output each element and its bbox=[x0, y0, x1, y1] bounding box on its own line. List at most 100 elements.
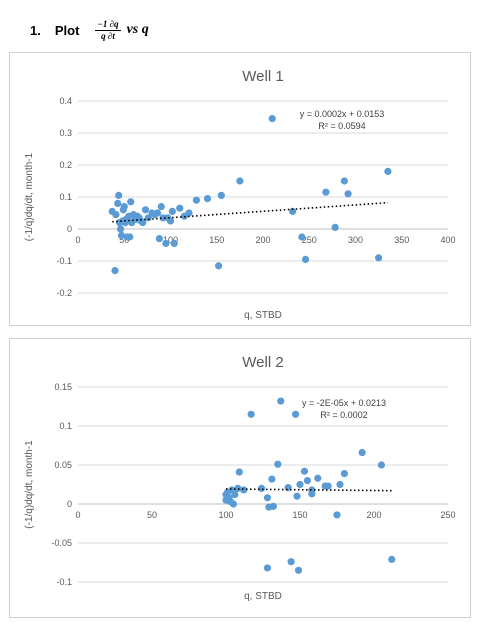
question-instruction: Plot bbox=[54, 22, 80, 38]
y-axis-title: (-1/q)dq/dt, month-1 bbox=[24, 440, 35, 529]
data-point bbox=[298, 233, 306, 241]
data-point bbox=[162, 239, 170, 247]
x-tick-label: 300 bbox=[348, 235, 363, 245]
x-tick-label: 50 bbox=[147, 510, 157, 520]
chart-title: Well 1 bbox=[242, 68, 283, 85]
data-point bbox=[375, 254, 383, 262]
x-tick-label: 150 bbox=[209, 235, 224, 245]
data-point bbox=[388, 555, 396, 563]
y-tick-label: -0.2 bbox=[56, 288, 72, 298]
data-point bbox=[231, 491, 239, 499]
y-tick-label: 0.2 bbox=[59, 160, 72, 170]
question-number: 1. bbox=[30, 22, 41, 38]
x-tick-label: 250 bbox=[440, 510, 455, 520]
data-point bbox=[236, 177, 244, 185]
data-point bbox=[170, 239, 178, 247]
well-1-chart: Well 1 -0.2 -0.1 0 0.1 0.2 0.3 0.4 0 50 100 150 200 2… bbox=[9, 52, 471, 326]
x-tick-label: 100 bbox=[163, 235, 178, 245]
fraction-denominator: q ∂t bbox=[101, 30, 115, 41]
data-point bbox=[314, 474, 322, 482]
data-point bbox=[157, 203, 165, 211]
data-point bbox=[268, 475, 276, 483]
data-point bbox=[269, 502, 277, 510]
data-point bbox=[139, 219, 147, 227]
well-2-chart: Well 2 -0.1 -0.05 0 0.05 0.1 0.15 0 50 100 150 200 2… bbox=[9, 338, 471, 618]
x-tick-label: 200 bbox=[255, 235, 270, 245]
data-point bbox=[203, 195, 212, 203]
data-point bbox=[229, 500, 237, 508]
data-point bbox=[377, 461, 385, 469]
y-tick-label: 0.1 bbox=[59, 421, 72, 431]
y-tick-label: 0.4 bbox=[59, 96, 72, 106]
x-tick-label: 150 bbox=[292, 510, 307, 520]
data-point bbox=[344, 190, 352, 198]
data-point bbox=[384, 167, 392, 175]
decline-rate-fraction: −1 ∂q q ∂t bbox=[95, 18, 121, 42]
data-point bbox=[294, 566, 303, 574]
data-point bbox=[127, 198, 135, 206]
data-point bbox=[217, 191, 225, 199]
data-point bbox=[289, 207, 297, 215]
x-tick-label: 0 bbox=[75, 510, 80, 520]
data-point bbox=[141, 206, 150, 214]
data-point bbox=[234, 484, 242, 492]
data-point bbox=[296, 480, 304, 489]
data-point bbox=[340, 177, 348, 185]
data-point bbox=[166, 217, 175, 225]
data-point bbox=[168, 207, 176, 215]
data-point bbox=[120, 203, 128, 211]
data-point bbox=[274, 460, 282, 468]
data-point bbox=[117, 231, 126, 239]
data-point bbox=[300, 467, 309, 475]
data-point bbox=[322, 188, 330, 196]
data-point bbox=[192, 196, 200, 204]
data-point bbox=[215, 262, 223, 270]
data-point bbox=[340, 469, 348, 478]
x-tick-label: 50 bbox=[119, 235, 129, 245]
data-point bbox=[331, 223, 339, 231]
data-point bbox=[112, 211, 120, 219]
data-point bbox=[287, 558, 295, 566]
versus-q-text: vs q bbox=[126, 22, 149, 37]
data-point bbox=[155, 235, 163, 243]
y-tick-label: -0.1 bbox=[56, 577, 72, 587]
data-point bbox=[116, 225, 125, 233]
data-point bbox=[114, 199, 122, 207]
well-2-plot: Well 2 -0.1 -0.05 0 0.05 0.1 0.15 0 50 100 150 200 2… bbox=[24, 354, 456, 602]
x-tick-label: 400 bbox=[440, 235, 455, 245]
y-tick-label: 0 bbox=[67, 499, 72, 509]
data-point bbox=[111, 267, 119, 275]
data-point bbox=[176, 204, 184, 212]
data-point bbox=[153, 209, 162, 217]
data-point bbox=[268, 115, 276, 123]
data-point bbox=[115, 191, 123, 199]
data-point bbox=[257, 484, 266, 492]
y-tick-label: 0.15 bbox=[54, 382, 72, 392]
x-axis-title: q, STBD bbox=[244, 591, 282, 602]
question-heading: 1. Plot −1 ∂q q ∂t vs q bbox=[30, 14, 149, 46]
data-point bbox=[291, 410, 300, 418]
trendline-equation: y = -2E-05x + 0.0213 bbox=[302, 398, 386, 408]
x-tick-label: 0 bbox=[75, 235, 80, 245]
chart-title: Well 2 bbox=[242, 354, 283, 371]
data-point bbox=[277, 397, 285, 405]
data-point bbox=[247, 410, 255, 418]
well-1-plot: Well 1 -0.2 -0.1 0 0.1 0.2 0.3 0.4 0 50 100 150 200 2… bbox=[24, 68, 456, 321]
fraction-numerator: −1 ∂q bbox=[95, 18, 121, 31]
data-point bbox=[303, 477, 311, 485]
x-axis-title: q, STBD bbox=[244, 310, 282, 321]
data-point bbox=[308, 486, 316, 494]
data-point bbox=[263, 564, 272, 572]
data-point bbox=[333, 511, 341, 519]
y-axis-title: (-1/q)dq/dt, month-1 bbox=[24, 152, 35, 241]
y-tick-label: 0.05 bbox=[54, 460, 72, 470]
x-tick-label: 250 bbox=[302, 235, 317, 245]
data-point bbox=[324, 482, 332, 490]
data-point bbox=[301, 255, 310, 263]
data-point bbox=[126, 233, 134, 241]
y-tick-label: 0.1 bbox=[59, 192, 72, 202]
y-tick-label: 0 bbox=[67, 224, 72, 234]
x-tick-label: 350 bbox=[394, 235, 409, 245]
data-point bbox=[235, 468, 243, 476]
y-tick-label: -0.05 bbox=[51, 538, 72, 548]
